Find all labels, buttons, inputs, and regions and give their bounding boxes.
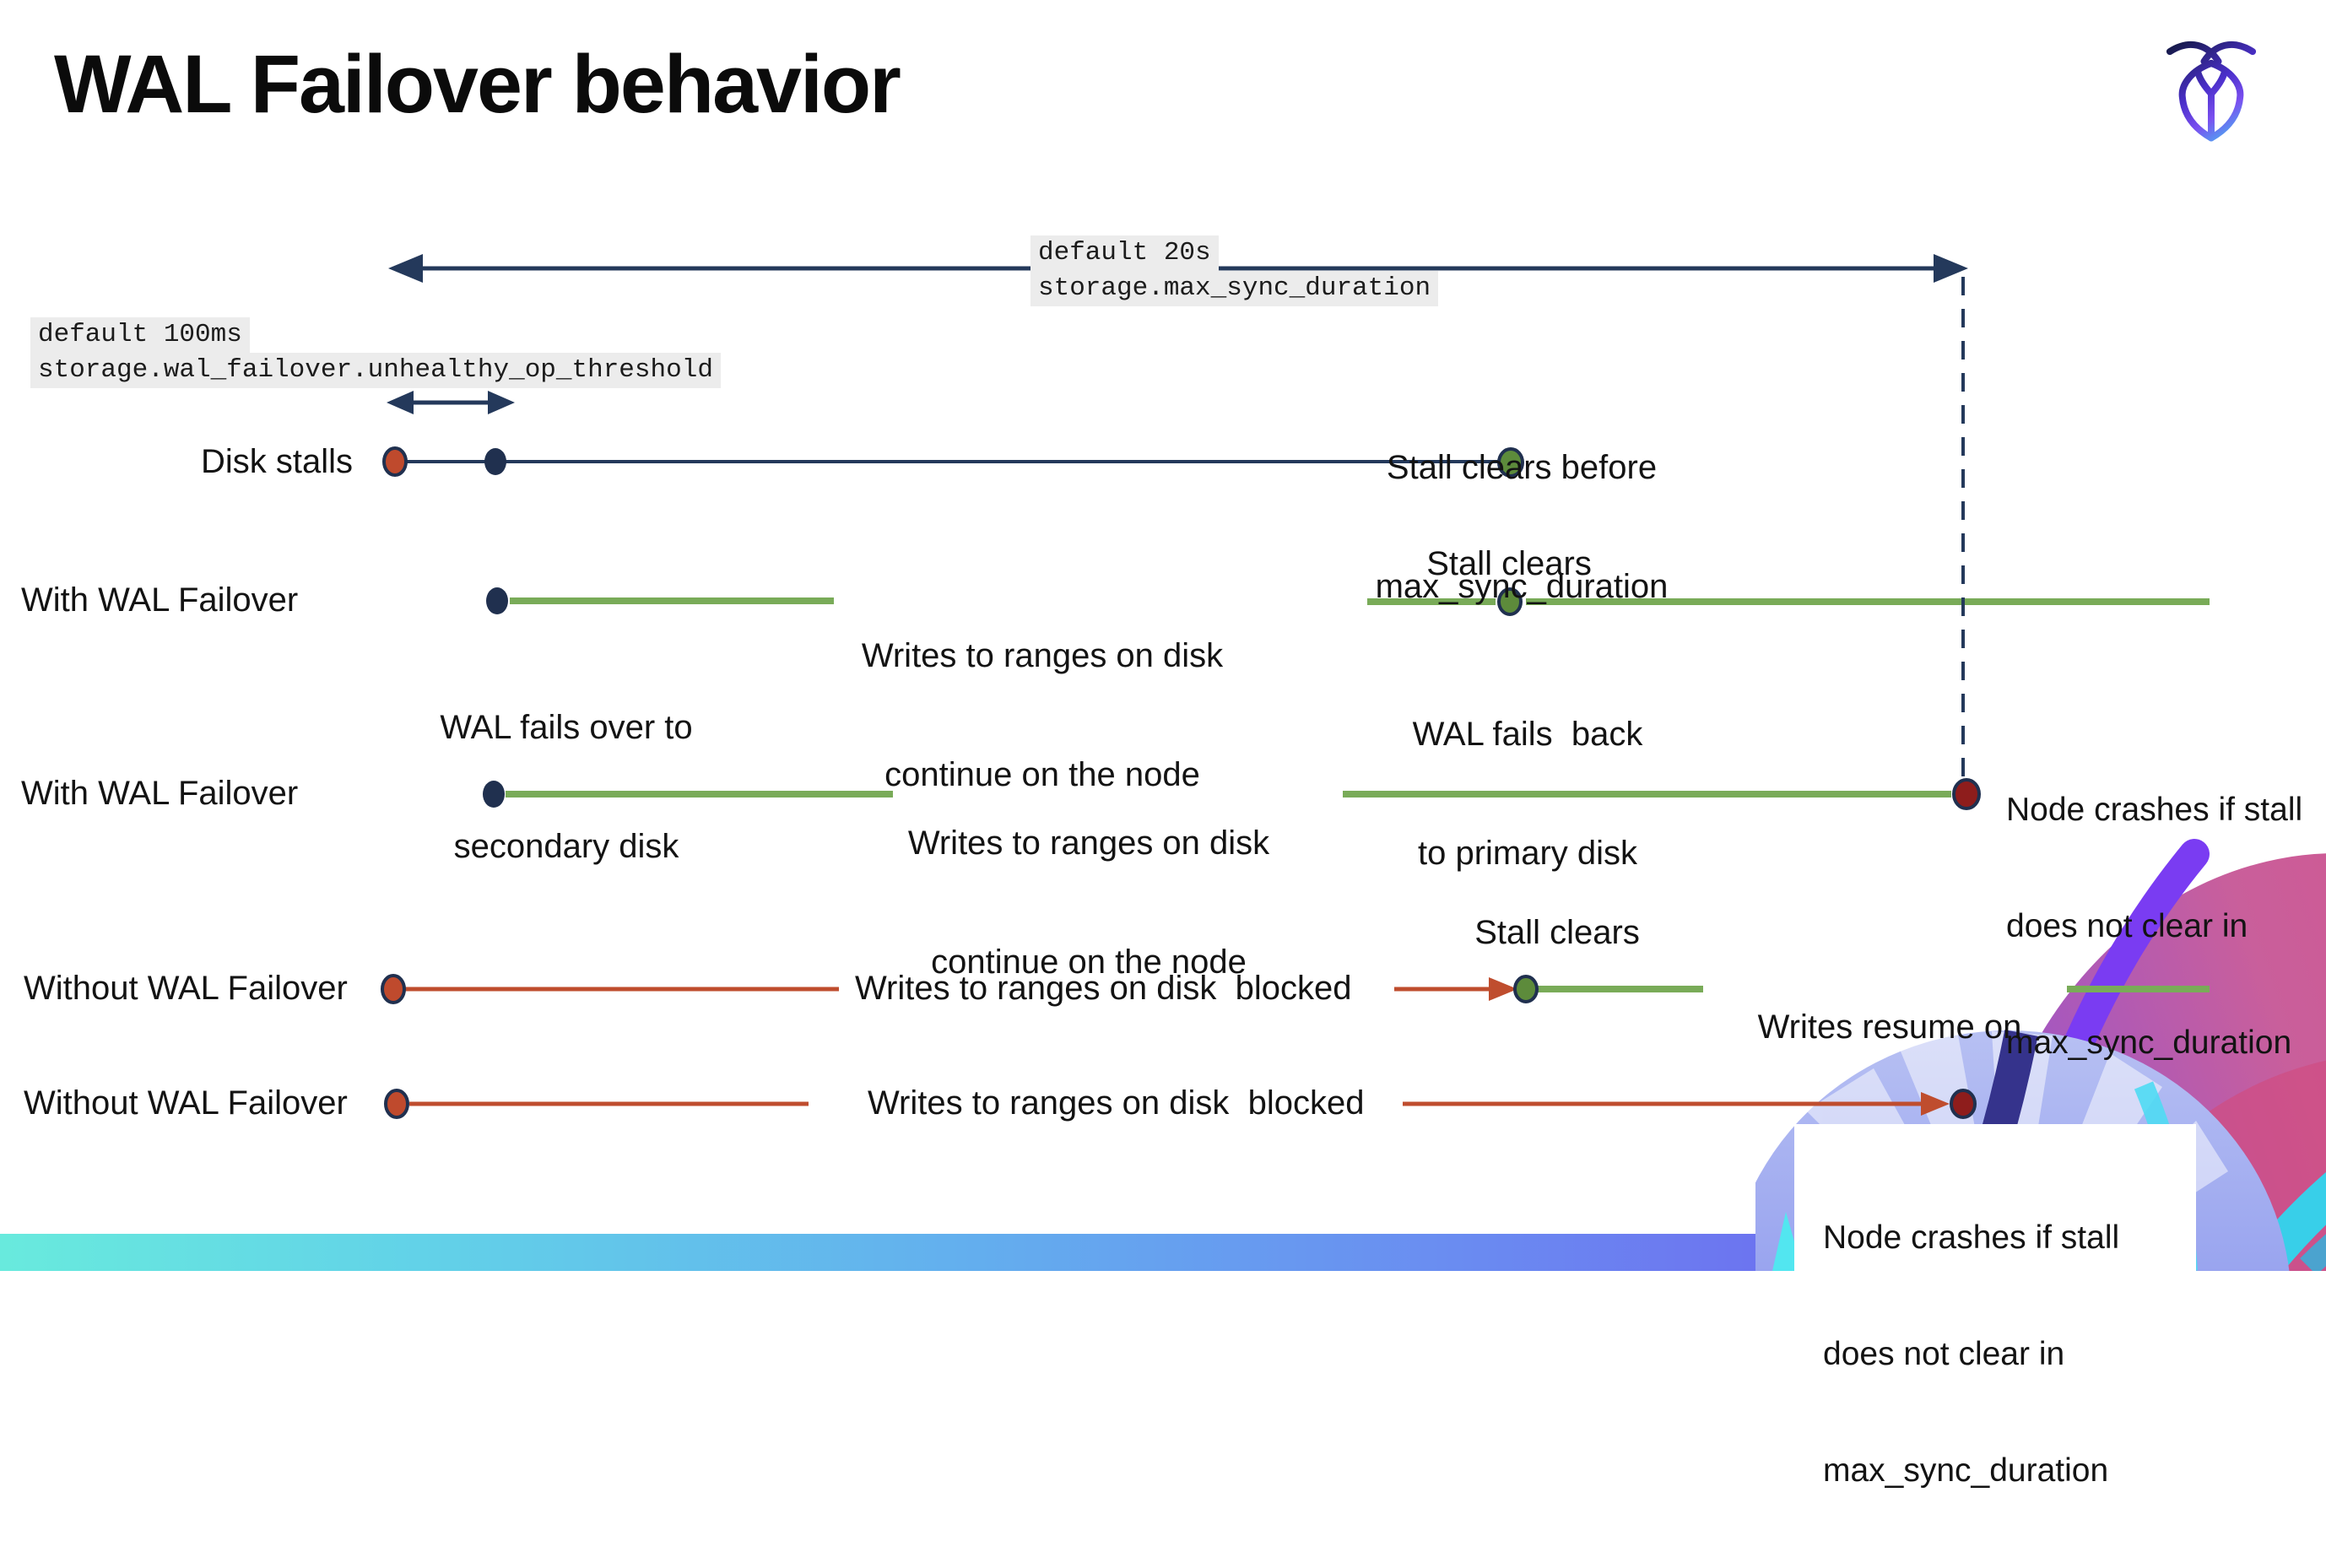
row1-stall-start-dot	[382, 446, 408, 477]
row1-label: Disk stalls	[201, 443, 354, 480]
unhealthy-op-threshold-span-arrow	[387, 391, 515, 414]
row4-label: Without WAL Failover	[24, 970, 348, 1007]
row4-stall-start-dot	[381, 974, 406, 1004]
row1-threshold-dot	[484, 448, 506, 475]
row4-stall-clear-dot	[1513, 975, 1539, 1003]
row2-green-line	[510, 597, 2210, 605]
row4-stall-clears-note: Stall clears	[1474, 914, 1640, 951]
row5-node-crashes-note: Node crashes if stall does not clear in …	[1823, 1219, 2120, 1489]
row5-stall-start-dot	[384, 1089, 409, 1119]
row2-failover-dot	[486, 587, 508, 614]
unhealthy-op-threshold-setting-chip: storage.wal_failover.unhealthy_op_thresh…	[30, 353, 721, 388]
row2-failover-note: WAL fails over to secondary disk	[440, 709, 693, 865]
row5-node-crashes-box: Node crashes if stall does not clear in …	[1794, 1124, 2196, 1489]
row2-writes-continue-note: Writes to ranges on disk continue on the…	[861, 637, 1224, 793]
unhealthy-op-threshold-default-chip: default 100ms	[30, 317, 250, 353]
row5-writes-blocked-note: Writes to ranges on disk blocked	[868, 1084, 1365, 1122]
max-sync-duration-default-chip: default 20s	[1030, 235, 1219, 271]
cockroach-labs-logo-icon	[2166, 41, 2257, 142]
row1-stall-clears-note: Stall clears before max_sync_duration	[1375, 449, 1669, 605]
row3-writes-continue-note: Writes to ranges on disk continue on the…	[907, 825, 1270, 981]
page-title: WAL Failover behavior	[54, 38, 901, 130]
row3-node-crashes-note: Node crashes if stall does not clear in …	[2006, 792, 2303, 1061]
row2-failback-note: WAL fails back to primary disk	[1412, 716, 1643, 872]
row3-label: With WAL Failover	[21, 775, 299, 812]
row3-crash-dot	[1952, 778, 1981, 810]
max-sync-duration-setting-chip: storage.max_sync_duration	[1030, 271, 1439, 306]
row2-stall-clears-note: Stall clears	[1426, 545, 1592, 582]
row5-label: Without WAL Failover	[24, 1084, 348, 1122]
row4-writes-blocked-note: Writes to ranges on disk blocked	[855, 970, 1352, 1007]
row2-label: With WAL Failover	[21, 581, 299, 619]
